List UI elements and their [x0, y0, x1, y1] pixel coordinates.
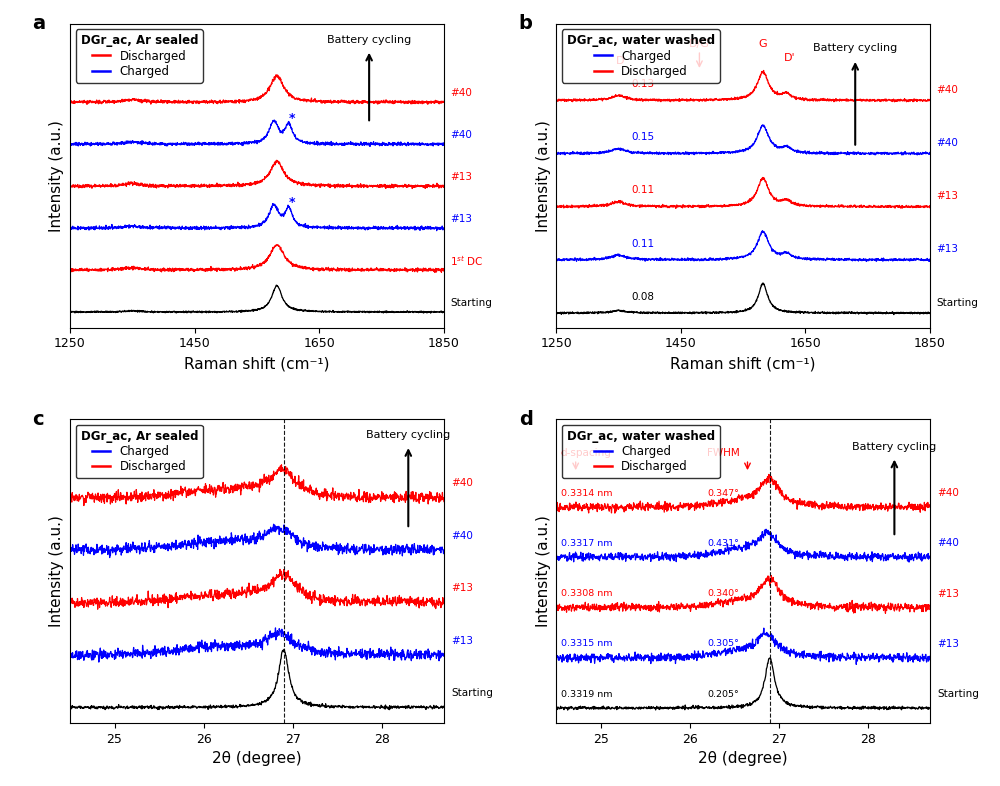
X-axis label: 2θ (degree): 2θ (degree)	[698, 751, 788, 766]
Text: a: a	[33, 14, 46, 34]
Text: 0.11: 0.11	[632, 239, 655, 248]
Text: Starting: Starting	[450, 298, 492, 308]
Text: Starting: Starting	[451, 688, 493, 698]
Text: #13: #13	[451, 583, 473, 593]
Text: #13: #13	[450, 214, 472, 224]
Text: 0.3315 nm: 0.3315 nm	[561, 640, 612, 648]
X-axis label: Raman shift (cm⁻¹): Raman shift (cm⁻¹)	[670, 356, 816, 371]
Text: 0.13: 0.13	[632, 79, 655, 89]
Text: #13: #13	[936, 244, 958, 255]
Text: Starting: Starting	[937, 689, 979, 700]
Text: 0.431°: 0.431°	[707, 539, 739, 548]
Text: 0.08: 0.08	[632, 292, 655, 302]
Text: #40: #40	[937, 488, 959, 498]
Text: #13: #13	[451, 636, 473, 645]
Text: 1$^{st}$ DC: 1$^{st}$ DC	[450, 254, 484, 268]
Text: #40: #40	[450, 88, 472, 98]
Text: 0.347°: 0.347°	[707, 489, 739, 498]
Text: #13: #13	[937, 639, 959, 649]
Text: 0.3317 nm: 0.3317 nm	[561, 539, 612, 548]
Text: D': D'	[784, 53, 796, 64]
Text: c: c	[33, 410, 44, 429]
Text: #13: #13	[450, 172, 472, 182]
Y-axis label: Intensity (a.u.): Intensity (a.u.)	[49, 515, 64, 627]
Legend: Charged, Discharged: Charged, Discharged	[562, 30, 720, 83]
Text: Battery cycling: Battery cycling	[852, 442, 937, 452]
Text: d: d	[519, 410, 533, 429]
Legend: Discharged, Charged: Discharged, Charged	[76, 30, 203, 83]
Text: #40: #40	[451, 478, 473, 488]
Text: #13: #13	[937, 589, 959, 599]
Text: b: b	[519, 14, 533, 34]
Text: Battery cycling: Battery cycling	[366, 430, 450, 440]
Text: Battery cycling: Battery cycling	[813, 43, 897, 53]
Text: #40: #40	[451, 531, 473, 541]
Y-axis label: Intensity (a.u.): Intensity (a.u.)	[536, 515, 551, 627]
Text: D/G: D/G	[689, 39, 710, 49]
Text: #40: #40	[450, 130, 472, 140]
Text: d-spacing: d-spacing	[561, 448, 611, 458]
Legend: Charged, Discharged: Charged, Discharged	[562, 425, 720, 478]
Text: #40: #40	[937, 538, 959, 549]
Text: 0.11: 0.11	[632, 185, 655, 196]
Text: *: *	[289, 112, 295, 125]
Text: 0.3308 nm: 0.3308 nm	[561, 590, 612, 598]
Text: FWHM: FWHM	[707, 448, 740, 458]
Y-axis label: Intensity (a.u.): Intensity (a.u.)	[536, 119, 551, 232]
Text: Battery cycling: Battery cycling	[327, 35, 411, 45]
Text: 0.205°: 0.205°	[707, 689, 739, 699]
Text: #13: #13	[936, 191, 958, 201]
Text: *: *	[289, 196, 295, 209]
Text: 0.340°: 0.340°	[707, 590, 739, 598]
Text: #40: #40	[936, 85, 958, 95]
X-axis label: 2θ (degree): 2θ (degree)	[212, 751, 302, 766]
Y-axis label: Intensity (a.u.): Intensity (a.u.)	[49, 119, 64, 232]
Text: 0.3319 nm: 0.3319 nm	[561, 689, 612, 699]
Text: D: D	[615, 57, 624, 66]
Text: 0.305°: 0.305°	[707, 640, 739, 648]
Text: 0.3314 nm: 0.3314 nm	[561, 489, 612, 498]
Text: G: G	[759, 39, 767, 49]
X-axis label: Raman shift (cm⁻¹): Raman shift (cm⁻¹)	[184, 356, 330, 371]
Text: 0.15: 0.15	[632, 132, 655, 142]
Text: #40: #40	[936, 138, 958, 149]
Legend: Charged, Discharged: Charged, Discharged	[76, 425, 203, 478]
Text: Starting: Starting	[936, 298, 978, 307]
